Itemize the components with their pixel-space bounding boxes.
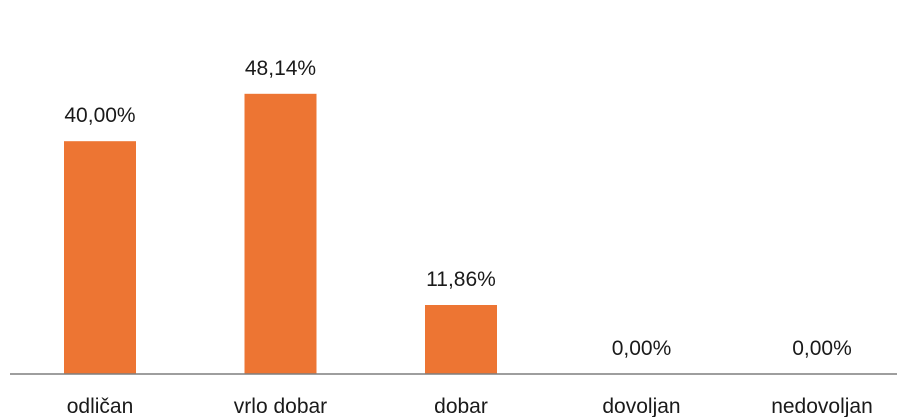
category-label-1: vrlo dobar <box>234 395 327 417</box>
bar-1 <box>244 93 317 375</box>
category-label-2: dobar <box>434 395 488 417</box>
value-label-4: 0,00% <box>792 337 852 360</box>
value-label-3: 0,00% <box>612 337 672 360</box>
bar-2 <box>425 305 497 374</box>
category-label-4: nedovoljan <box>771 395 873 417</box>
category-label-0: odličan <box>67 395 134 417</box>
bars-layer <box>64 93 497 375</box>
value-labels-layer: 40,00% 48,14% 11,86% 0,00% 0,00% <box>64 57 851 360</box>
category-labels-layer: odličan vrlo dobar dobar dovoljan nedovoljan <box>67 395 873 417</box>
category-label-3: dovoljan <box>602 395 680 417</box>
value-label-0: 40,00% <box>64 104 135 127</box>
value-label-1: 48,14% <box>245 57 316 80</box>
bar-0 <box>64 141 136 374</box>
value-label-2: 11,86% <box>426 268 496 291</box>
